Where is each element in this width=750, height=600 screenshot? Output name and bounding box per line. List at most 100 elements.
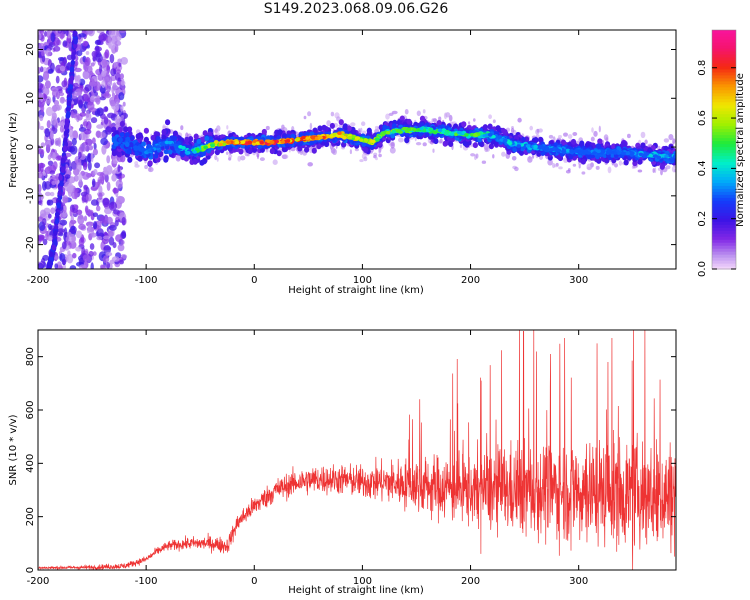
spectrogram-speckle	[75, 246, 82, 252]
spectrogram-speckle	[595, 165, 600, 170]
spectrogram-cell	[311, 147, 317, 154]
spectrogram-speckle	[511, 156, 517, 161]
spectrogram-speckle	[118, 92, 125, 101]
spectrogram-speckle	[76, 162, 82, 172]
spectrogram-speckle	[265, 148, 269, 153]
spectrogram-speckle	[61, 241, 67, 250]
spectrogram-speckle	[58, 92, 65, 97]
spectrogram-cell	[143, 136, 149, 143]
spectrogram-speckle	[100, 137, 108, 146]
spectrogram-speckle	[51, 89, 58, 98]
spectrogram-speckle	[119, 73, 125, 80]
spectrogram-speckle	[40, 142, 46, 148]
spectrogram-cell	[621, 141, 627, 148]
spectrogram-speckle	[52, 152, 56, 161]
spectrogram-cell	[172, 130, 178, 137]
streak-mark	[60, 167, 66, 174]
spectrogram-speckle	[558, 135, 562, 139]
streak-mark	[62, 145, 68, 152]
streak-mark	[71, 54, 76, 61]
spectrogram-speckle	[282, 154, 289, 160]
spectrogram-cell	[196, 138, 202, 144]
spectrogram-cell	[128, 142, 134, 148]
spectrogram-speckle	[93, 97, 101, 103]
spectrogram-speckle	[96, 124, 104, 129]
spectrogram-cell	[201, 158, 207, 165]
spectrogram-cell	[363, 147, 369, 153]
spectrogram-speckle	[87, 152, 92, 163]
streak-mark	[69, 66, 75, 73]
spectrogram-speckle	[598, 125, 601, 133]
spectrogram-cell	[595, 154, 600, 160]
spectrogram-speckle	[82, 40, 89, 47]
spectrogram-cell	[472, 142, 478, 149]
spectrogram-speckle	[603, 134, 609, 141]
spectrogram-speckle	[102, 197, 110, 206]
spectrogram-speckle	[41, 49, 45, 57]
spectrogram-cell	[611, 143, 617, 150]
spectrogram-speckle	[101, 79, 106, 89]
spectrogram-speckle	[38, 262, 44, 269]
streak-mark	[69, 75, 75, 82]
spectrogram-speckle	[225, 151, 229, 155]
spectrogram-speckle	[59, 31, 65, 40]
spectrogram-cell	[369, 144, 375, 150]
spectrogram-speckle	[240, 155, 246, 161]
spectrogram-speckle	[90, 228, 95, 237]
spectrogram-speckle	[120, 57, 128, 65]
spectrogram-speckle	[360, 127, 363, 133]
spectrogram-speckle	[112, 187, 119, 194]
spectrogram-speckle	[56, 105, 61, 111]
spectrogram-speckle	[105, 126, 113, 135]
spectrogram-speckle	[72, 130, 79, 140]
spectrogram-speckle	[102, 255, 110, 264]
spectrogram-speckle	[57, 57, 65, 61]
spectrogram-speckle	[216, 157, 219, 162]
spectrogram-speckle	[104, 49, 110, 59]
spectrogram-speckle	[109, 53, 115, 64]
spectrogram-speckle	[71, 235, 76, 242]
spectrogram-speckle	[116, 195, 124, 204]
spectrogram-speckle	[120, 104, 124, 112]
spectrogram-speckle	[104, 80, 109, 91]
spectrogram-speckle	[64, 174, 71, 180]
spectrogram-speckle	[78, 33, 87, 38]
spectrogram-cell	[113, 141, 119, 147]
spectrogram-cell	[512, 147, 517, 153]
spectrogram-cell	[317, 125, 323, 132]
spectrogram-speckle	[85, 193, 92, 202]
spectrogram-speckle	[180, 125, 184, 131]
spectrogram-speckle	[374, 125, 379, 130]
spectrogram-speckle	[39, 114, 44, 122]
spectrogram-cell	[183, 155, 189, 162]
spectrogram-speckle	[214, 154, 218, 161]
spectrogram-speckle	[553, 164, 559, 168]
spectrogram-speckle	[572, 163, 577, 167]
spectrogram-cell	[346, 125, 352, 132]
spectrogram-cell	[124, 141, 130, 147]
spectrogram-speckle	[62, 40, 68, 47]
spectrogram-speckle	[40, 103, 45, 113]
spectrogram-speckle	[69, 145, 78, 155]
streak-mark	[56, 202, 61, 209]
spectrogram-speckle	[422, 109, 426, 114]
spectrogram-speckle	[111, 256, 120, 262]
spectrogram-speckle	[82, 70, 90, 80]
spectrogram-speckle	[77, 151, 82, 159]
spectrogram-speckle	[117, 164, 121, 173]
spectrogram-cell	[623, 159, 629, 166]
streak-mark	[60, 157, 66, 164]
spectrogram-speckle	[85, 110, 90, 118]
spectrogram-speckle	[475, 153, 479, 159]
spectrogram-cell	[111, 150, 117, 157]
spectrogram-speckle	[90, 199, 99, 206]
spectrogram-speckle	[652, 168, 655, 173]
spectrogram-speckle	[121, 240, 125, 245]
spectrogram-speckle	[59, 125, 64, 133]
spectrogram-speckle	[85, 30, 94, 35]
spectrogram-speckle	[105, 91, 110, 97]
spectrogram-speckle	[104, 106, 108, 112]
spectrogram-speckle	[70, 103, 74, 109]
spectrogram-speckle	[122, 101, 126, 107]
spectrogram-cell	[193, 133, 199, 140]
